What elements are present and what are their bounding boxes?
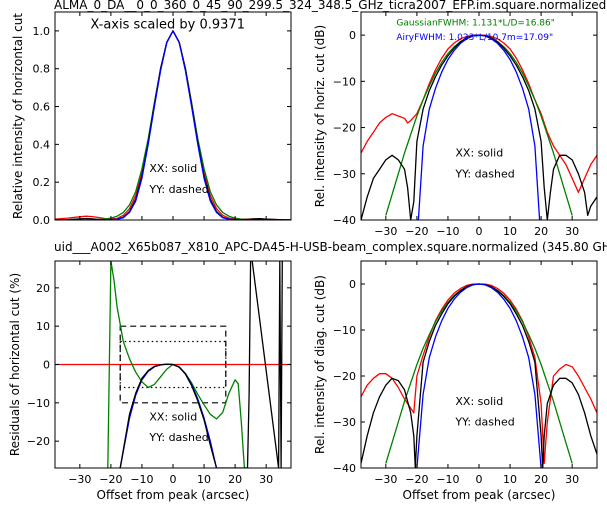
series-line-blue [55, 30, 291, 220]
x-axis-label: Offset from peak (arcsec) [403, 488, 556, 502]
y-tick-label: −40 [333, 462, 356, 475]
y-tick-label: 0.2 [33, 176, 51, 189]
y-axis-label: Relative intensity of horizontal cut [11, 13, 25, 219]
panels: 0.0 0.2 0.4 0.6 0.8 1.0 Relative intensity of … [8, 11, 598, 502]
x-tick-label: 0 [476, 473, 483, 486]
y-tick-label: −10 [333, 75, 356, 88]
x-tick-label: −10 [130, 473, 153, 486]
figure-title: ALMA_0_DA__0_0_360_0_45_90_299.5_324_348… [54, 0, 606, 12]
series-line-black [119, 261, 283, 468]
x-tick-label: 0 [476, 225, 483, 238]
y-tick-label: −20 [27, 435, 50, 448]
chart-panel-bl: −30 −20 −10 0 10 20 30 −20 −10 0 10 20 Offset from p… [8, 260, 292, 502]
chart-panel-tl: 0.0 0.2 0.4 0.6 0.8 1.0 Relative intensity of … [11, 11, 292, 227]
y-tick-label: −20 [333, 122, 356, 135]
y-tick-label: 0.0 [33, 214, 51, 227]
y-tick-label: 0.6 [33, 101, 51, 114]
x-tick-label: −20 [405, 225, 428, 238]
x-tick-label: −20 [99, 473, 122, 486]
x-tick-label: 10 [503, 473, 517, 486]
x-tick-label: 0 [170, 473, 177, 486]
y-tick-label: 0.8 [33, 63, 51, 76]
y-axis-label: Rel. intensity of horiz. cut (dB) [313, 25, 327, 207]
chart-annotation: YY: dashed [148, 183, 208, 196]
y-tick-label: 0 [43, 359, 50, 372]
chart-annotation: GaussianFWHM: 1.131*L/D=16.86" [396, 19, 554, 29]
y-tick-label: −30 [333, 416, 356, 429]
y-tick-label: −10 [333, 324, 356, 337]
x-tick-label: 30 [259, 473, 273, 486]
x-tick-label: −20 [405, 473, 428, 486]
x-axis-label: Offset from peak (arcsec) [97, 488, 250, 502]
x-tick-label: 10 [503, 225, 517, 238]
figure-subtitle: uid___A002_X65b087_X810_APC-DA45-H-USB-b… [54, 240, 607, 254]
chart-annotation: XX: solid [149, 162, 197, 175]
y-tick-label: −30 [333, 168, 356, 181]
series-line-blue [416, 283, 542, 468]
chart-annotation: YY: dashed [148, 431, 208, 444]
x-tick-label: −30 [374, 225, 397, 238]
plot-area [361, 12, 597, 220]
y-tick-label: 0.4 [33, 138, 51, 151]
x-tick-label: 20 [534, 473, 548, 486]
y-tick-label: −20 [333, 370, 356, 383]
x-tick-label: 30 [565, 225, 579, 238]
chart-annotation: YY: dashed [454, 416, 514, 429]
y-tick-label: 0 [349, 29, 356, 42]
y-axis-label: Rel. intensity of diag. cut (dB) [313, 275, 327, 454]
y-tick-label: 1.0 [33, 25, 51, 38]
x-tick-label: 10 [197, 473, 211, 486]
y-tick-label: −10 [27, 397, 50, 410]
chart-annotation: XX: solid [455, 147, 503, 160]
x-tick-label: −10 [436, 473, 459, 486]
y-axis-label: Residuals of horizontal cut (%) [8, 273, 22, 456]
chart-panel-tr: −30 −20 −10 0 10 20 30 −40 −30 −20 −10 0 Rel. intens… [313, 11, 598, 238]
chart-panel-br: −30 −20 −10 0 10 20 30 −40 −30 −20 −10 0 Offset from… [313, 260, 598, 502]
chart-annotation: AiryFWHM: 1.023*L/10.7m=17.09" [396, 33, 553, 43]
y-tick-label: −40 [333, 214, 356, 227]
chart-annotation: YY: dashed [454, 167, 514, 180]
x-tick-label: −30 [68, 473, 91, 486]
y-tick-label: 20 [36, 282, 50, 295]
x-tick-label: 20 [228, 473, 242, 486]
x-tick-label: 30 [565, 473, 579, 486]
plot-area [361, 261, 597, 468]
y-tick-label: 10 [36, 320, 50, 333]
chart-annotation: XX: solid [149, 410, 197, 423]
y-tick-label: 0 [349, 278, 356, 291]
chart-annotation: XX: solid [455, 395, 503, 408]
x-tick-label: 20 [534, 225, 548, 238]
plot-area [55, 12, 291, 220]
series-line-blue [417, 34, 541, 220]
x-tick-label: −10 [436, 225, 459, 238]
chart-annotation: X-axis scaled by 0.9371 [90, 18, 245, 33]
x-tick-label: −30 [374, 473, 397, 486]
